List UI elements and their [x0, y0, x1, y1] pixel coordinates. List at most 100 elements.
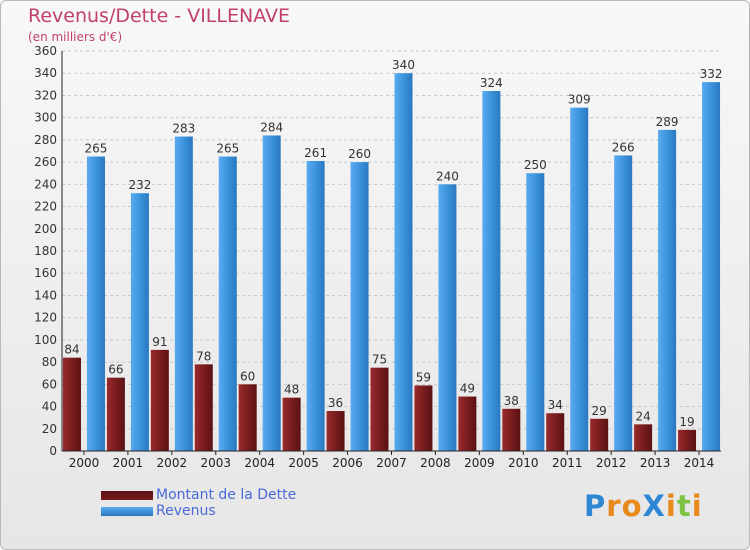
data-label-dette: 38 [504, 394, 519, 408]
x-tick-label: 2011 [552, 456, 583, 470]
logo-letter: i [665, 489, 677, 523]
x-tick-label: 2009 [464, 456, 495, 470]
logo-letter: t [676, 489, 692, 523]
x-tick-label: 2002 [157, 456, 188, 470]
x-tick-label: 2014 [684, 456, 715, 470]
x-tick-label: 2008 [420, 456, 451, 470]
x-tick-label: 2003 [200, 456, 231, 470]
logo-letter: o [621, 489, 643, 523]
bar-revenus [350, 162, 369, 451]
x-tick-label: 2005 [288, 456, 319, 470]
data-label-dette: 29 [592, 404, 607, 418]
x-tick-label: 2006 [332, 456, 363, 470]
data-label-dette: 49 [460, 382, 475, 396]
data-label-revenus: 324 [480, 76, 503, 90]
bar-revenus [702, 82, 721, 451]
data-label-dette: 48 [284, 383, 299, 397]
bar-revenus [570, 107, 589, 452]
y-tick-label: 360 [34, 44, 57, 58]
data-label-dette: 66 [108, 363, 123, 377]
data-label-revenus: 309 [568, 93, 591, 107]
bar-dette [326, 411, 345, 451]
bar-dette [238, 384, 257, 451]
y-tick-label: 60 [42, 377, 57, 391]
data-label-revenus: 332 [700, 67, 723, 81]
bar-dette [502, 408, 521, 451]
y-tick-label: 200 [34, 222, 57, 236]
legend-label-dette: Montant de la Dette [156, 487, 297, 503]
bar-revenus [262, 135, 281, 451]
y-tick-label: 80 [42, 355, 57, 369]
bar-dette [678, 429, 697, 451]
data-label-revenus: 284 [260, 120, 283, 134]
bar-dette [62, 357, 81, 451]
bar-dette [634, 424, 653, 451]
bar-dette [414, 385, 433, 451]
y-tick-label: 280 [34, 133, 57, 147]
bar-dette [546, 413, 565, 451]
data-label-dette: 78 [196, 349, 211, 363]
bar-dette [458, 396, 477, 451]
legend-label-revenus: Revenus [156, 503, 216, 519]
bar-dette [106, 377, 125, 451]
data-label-revenus: 289 [656, 115, 679, 129]
data-label-revenus: 250 [524, 158, 547, 172]
data-label-dette: 75 [372, 353, 387, 367]
data-label-revenus: 232 [128, 178, 151, 192]
data-label-dette: 19 [679, 415, 694, 429]
chart-subtitle: (en milliers d'€) [28, 30, 123, 44]
data-label-revenus: 265 [85, 142, 108, 156]
y-tick-label: 0 [49, 444, 57, 458]
bar-revenus [130, 193, 149, 451]
data-label-dette: 24 [635, 409, 650, 423]
y-tick-label: 180 [34, 244, 57, 258]
x-tick-label: 2013 [640, 456, 671, 470]
bar-revenus [526, 173, 545, 451]
logo-letter: X [642, 489, 666, 523]
logo-letter: P [584, 489, 607, 523]
data-label-revenus: 266 [612, 140, 635, 154]
bar-dette [370, 367, 389, 451]
x-tick-label: 2010 [508, 456, 539, 470]
x-tick-label: 2000 [69, 456, 100, 470]
data-label-revenus: 260 [348, 147, 371, 161]
y-tick-label: 340 [34, 66, 57, 80]
y-tick-label: 100 [34, 333, 57, 347]
bar-revenus [482, 91, 501, 451]
y-tick-label: 20 [42, 422, 57, 436]
data-label-dette: 59 [416, 370, 431, 384]
bar-revenus [394, 73, 413, 451]
logo-letter: i [691, 489, 703, 523]
bar-revenus [218, 156, 237, 452]
x-tick-label: 2012 [596, 456, 627, 470]
bar-dette [590, 418, 609, 451]
bar-revenus [306, 161, 325, 451]
data-label-revenus: 283 [172, 122, 195, 136]
y-tick-label: 140 [34, 288, 57, 302]
data-label-revenus: 340 [392, 58, 415, 72]
legend-swatch-revenus [101, 507, 153, 516]
legend-swatch-dette [101, 491, 153, 500]
data-label-revenus: 265 [216, 142, 239, 156]
y-tick-label: 40 [42, 400, 57, 414]
x-tick-label: 2004 [244, 456, 275, 470]
y-tick-label: 120 [34, 311, 57, 325]
chart-title: Revenus/Dette - VILLENAVE [28, 5, 290, 27]
y-tick-label: 300 [34, 111, 57, 125]
bar-dette [282, 397, 301, 451]
bar-dette [194, 364, 213, 451]
data-label-dette: 91 [152, 335, 167, 349]
data-label-dette: 84 [64, 343, 79, 357]
bar-dette [150, 349, 169, 451]
data-label-revenus: 261 [304, 146, 327, 160]
y-tick-label: 320 [34, 88, 57, 102]
y-tick-label: 260 [34, 155, 57, 169]
bar-revenus [174, 136, 193, 452]
bar-revenus [614, 155, 633, 451]
bar-revenus [86, 156, 105, 452]
logo-letter: r [606, 489, 622, 523]
y-tick-label: 240 [34, 177, 57, 191]
data-label-dette: 36 [328, 396, 343, 410]
